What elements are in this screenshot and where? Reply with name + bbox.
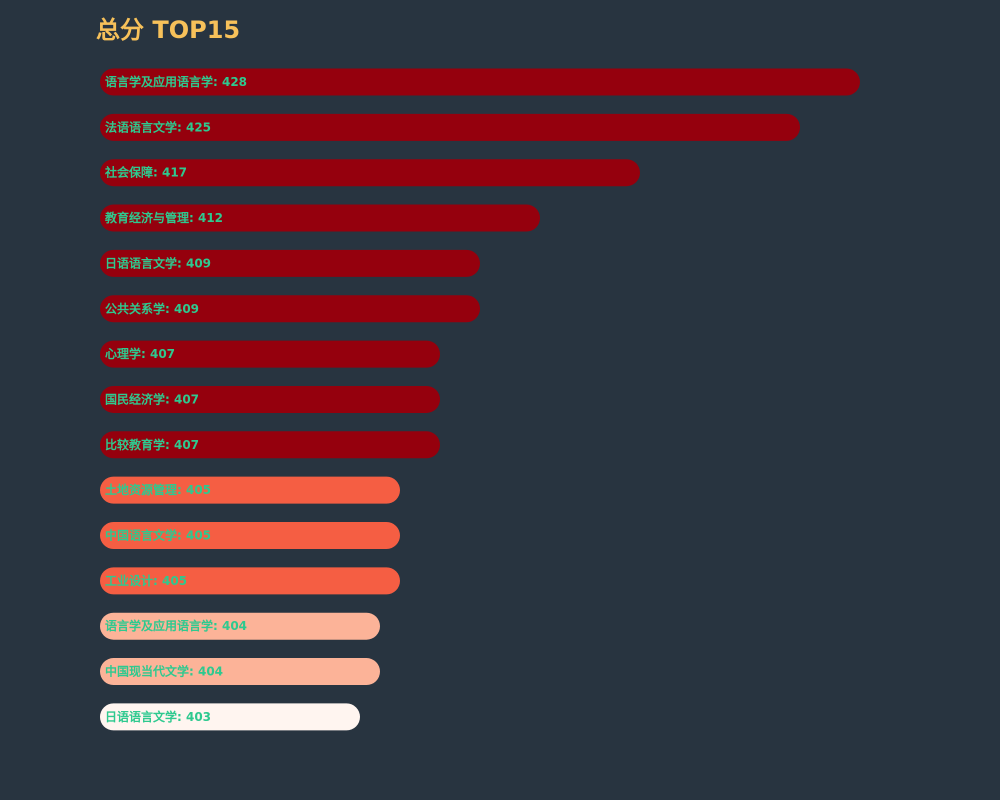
bar-11[interactable] (100, 522, 400, 549)
bar-9[interactable] (100, 431, 440, 459)
bar-5[interactable] (100, 249, 480, 277)
bar-label-11: 中国语言文学: 405 (105, 528, 211, 543)
bar-label-15: 日语语言文学: 403 (105, 709, 211, 724)
bar-1[interactable] (100, 68, 860, 96)
bar-10[interactable] (100, 476, 400, 504)
bar-label-3: 社会保障: 417 (104, 165, 187, 180)
bar-label-4: 教育经济与管理: 412 (104, 210, 223, 225)
bar-label-2: 法语语言文学: 425 (105, 119, 211, 134)
chart-title: 总分 TOP15 (96, 16, 241, 44)
bar-3[interactable] (100, 159, 640, 187)
bar-6[interactable] (100, 295, 480, 323)
bar-4[interactable] (100, 204, 540, 232)
bar-label-10: 土地资源管理: 405 (105, 482, 211, 497)
bar-15[interactable] (100, 703, 360, 731)
bar-label-6: 公共关系学: 409 (105, 301, 199, 316)
bar-2[interactable] (100, 113, 800, 141)
bar-label-1: 语言学及应用语言学: 428 (105, 74, 247, 89)
bar-label-13: 语言学及应用语言学: 404 (105, 618, 247, 633)
bar-label-14: 中国现当代文学: 404 (105, 664, 223, 679)
bar-label-8: 国民经济学: 407 (105, 391, 199, 406)
bar-label-7: 心理学: 407 (105, 346, 175, 361)
bar-8[interactable] (100, 385, 440, 413)
bar-label-5: 日语语言文学: 409 (105, 255, 211, 270)
bar-13[interactable] (100, 612, 380, 640)
bar-label-12: 工业设计: 405 (105, 573, 187, 588)
bar-14[interactable] (100, 658, 380, 686)
bar-7[interactable] (100, 340, 440, 368)
bar-label-9: 比较教育学: 407 (105, 437, 199, 452)
bar-12[interactable] (100, 567, 400, 595)
